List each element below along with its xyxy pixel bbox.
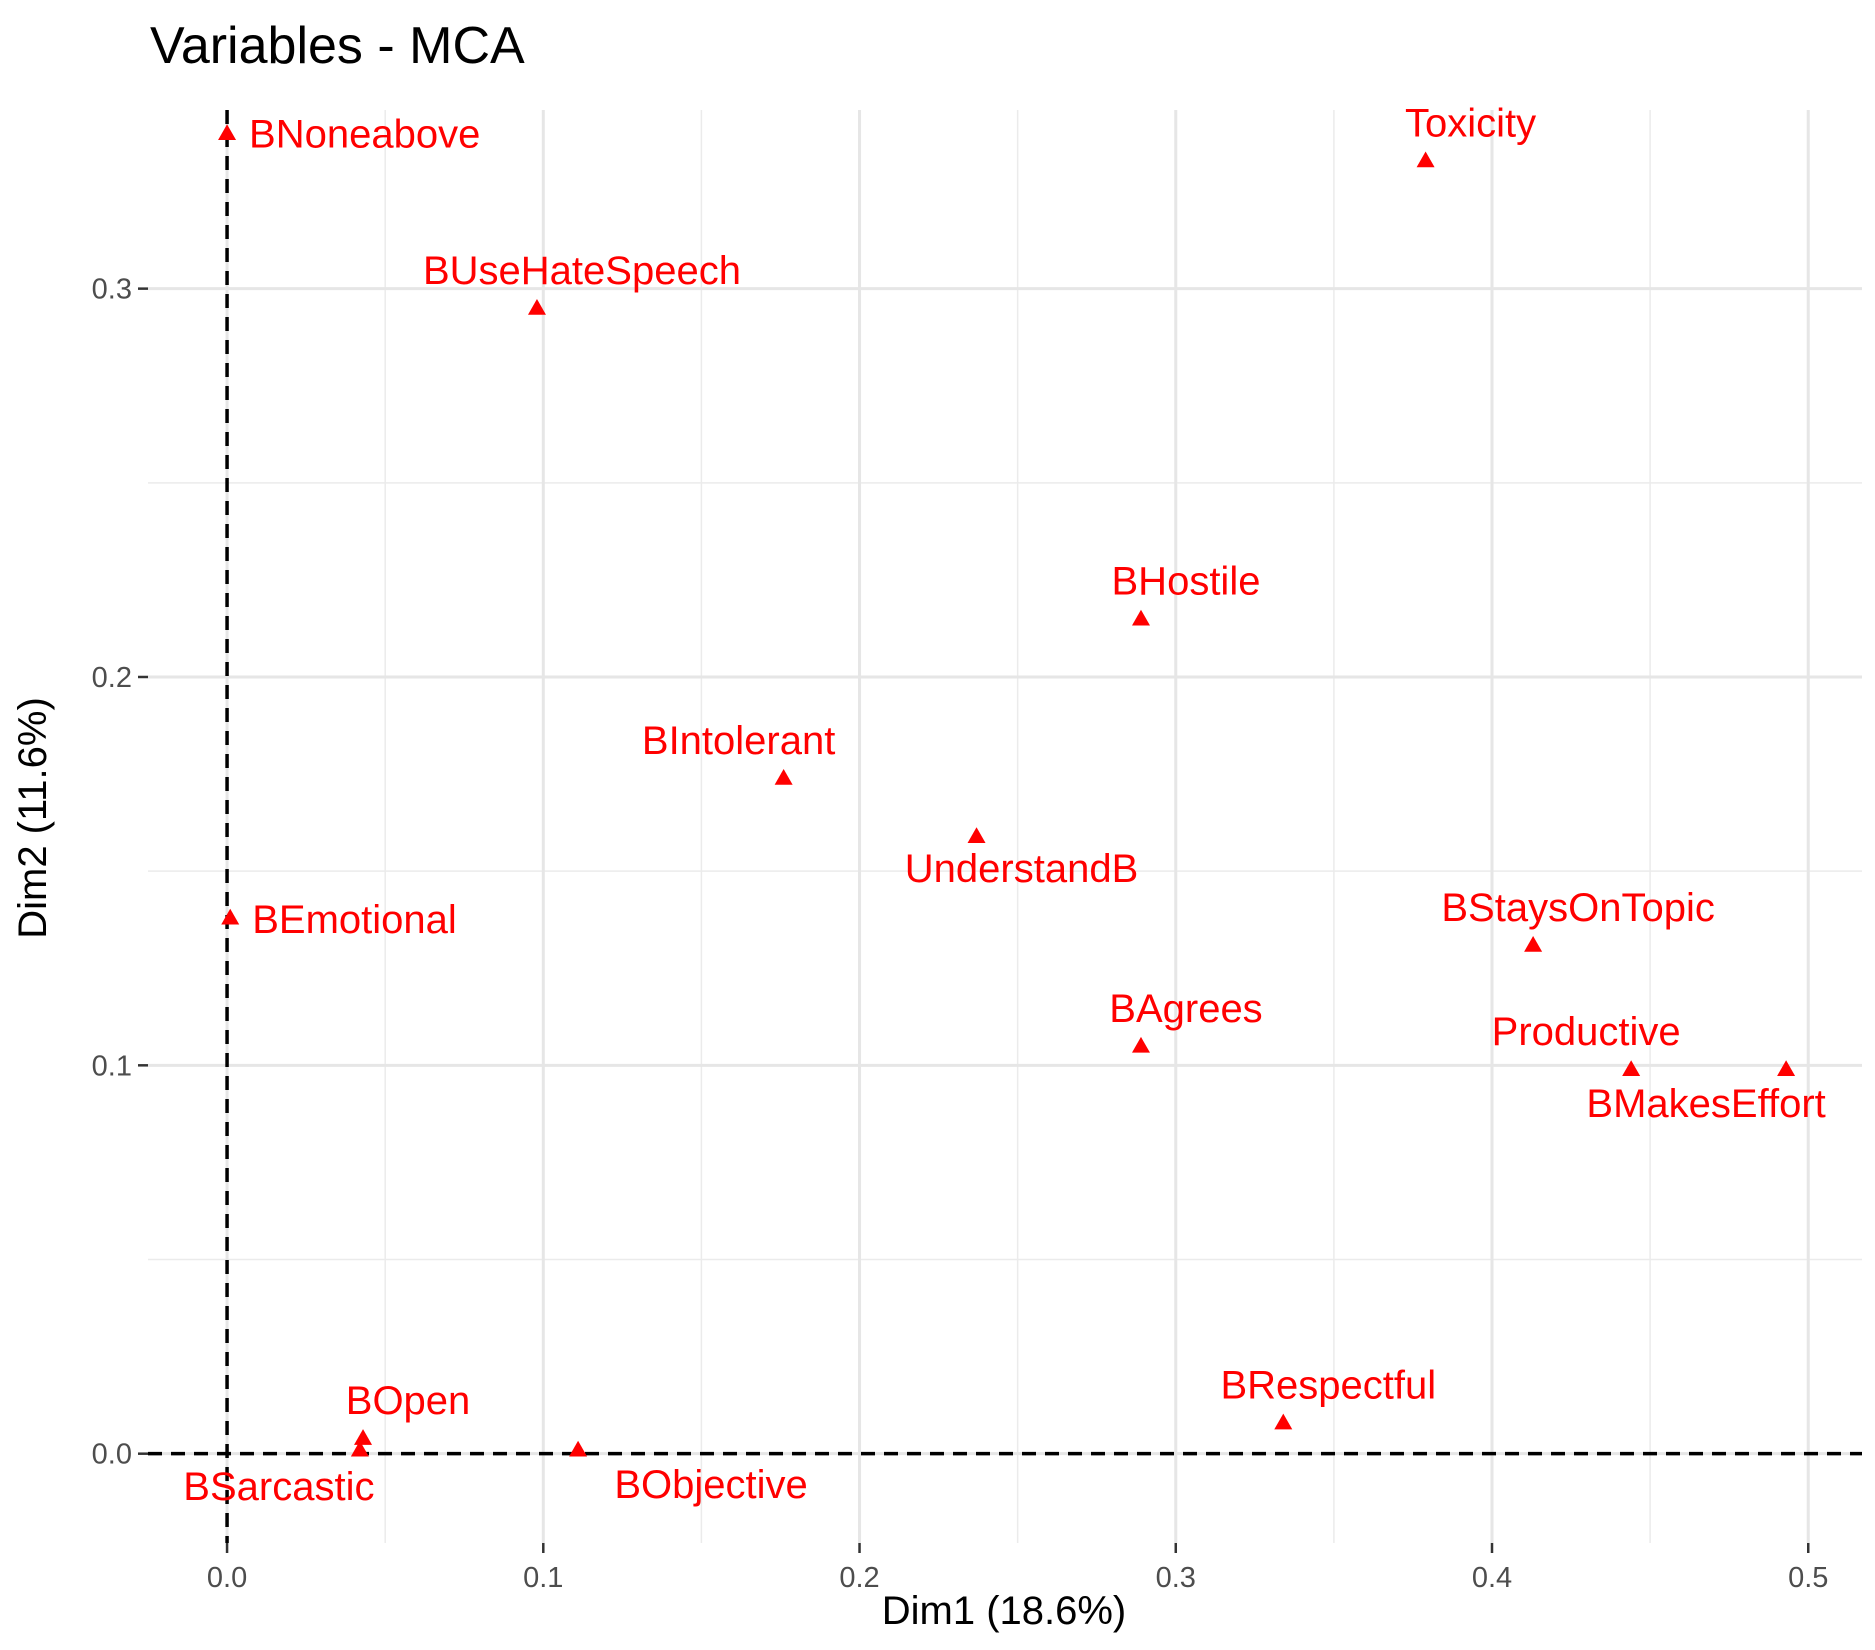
point-label-BOpen: BOpen [346, 1379, 471, 1423]
y-tick-label: 0.2 [92, 662, 132, 694]
point-label-BRespectful: BRespectful [1220, 1364, 1436, 1408]
x-tick-label: 0.0 [207, 1562, 247, 1594]
point-marker-Toxicity [1416, 151, 1435, 168]
x-tick-label: 0.5 [1788, 1562, 1828, 1594]
x-axis-title: Dim1 (18.6%) [882, 1589, 1127, 1633]
x-tick-label: 0.2 [839, 1562, 879, 1594]
point-marker-BRespectful [1274, 1413, 1293, 1430]
point-marker-BEmotional [221, 908, 240, 925]
axes: 0.0 0.1 0.2 0.3 0.4 0.5 0.0 0.1 0.2 0.3 [92, 274, 1829, 1594]
y-tick-label: 0.1 [92, 1050, 132, 1082]
y-axis-title: Dim2 (11.6%) [11, 697, 55, 939]
point-marker-BNoneabove [218, 124, 237, 141]
point-label-BAgrees: BAgrees [1109, 987, 1262, 1031]
grid [148, 110, 1862, 1543]
point-marker-BObjective [569, 1440, 588, 1457]
y-tick-label: 0.3 [92, 274, 132, 306]
x-tick-label: 0.1 [523, 1562, 563, 1594]
point-label-BStaysOnTopic: BStaysOnTopic [1441, 886, 1714, 930]
point-marker-UnderstandB [967, 827, 986, 843]
point-label-BUseHateSpeech: BUseHateSpeech [423, 249, 741, 293]
point-marker-BUseHateSpeech [527, 299, 546, 315]
point-label-Toxicity: Toxicity [1405, 101, 1536, 145]
point-marker-BOpen [354, 1429, 373, 1445]
data-points [218, 124, 1796, 1457]
point-marker-BSarcastic [350, 1440, 369, 1457]
point-label-BHostile: BHostile [1112, 560, 1261, 604]
reference-lines [148, 110, 1862, 1543]
chart-title: Variables - MCA [150, 17, 525, 75]
y-tick-label: 0.0 [92, 1439, 132, 1471]
point-label-BMakesEffort: BMakesEffort [1586, 1082, 1825, 1126]
x-tick-label: 0.4 [1472, 1562, 1512, 1594]
point-label-UnderstandB: UnderstandB [905, 847, 1138, 891]
point-label-BSarcastic: BSarcastic [183, 1465, 374, 1509]
x-tick-label: 0.3 [1156, 1562, 1196, 1594]
point-label-BObjective: BObjective [614, 1463, 807, 1507]
point-marker-Productive [1622, 1060, 1641, 1076]
point-label-BIntolerant: BIntolerant [642, 719, 835, 763]
point-marker-BIntolerant [774, 768, 793, 785]
point-label-BEmotional: BEmotional [252, 898, 457, 942]
point-labels: BNoneabove Toxicity BUseHateSpeech BHostile… [183, 101, 1825, 1508]
point-marker-BMakesEffort [1777, 1060, 1796, 1076]
point-label-BNoneabove: BNoneabove [249, 112, 480, 156]
point-marker-BStaysOnTopic [1524, 935, 1543, 952]
point-label-Productive: Productive [1492, 1010, 1681, 1054]
point-marker-BHostile [1131, 609, 1150, 626]
point-marker-BAgrees [1131, 1036, 1150, 1053]
